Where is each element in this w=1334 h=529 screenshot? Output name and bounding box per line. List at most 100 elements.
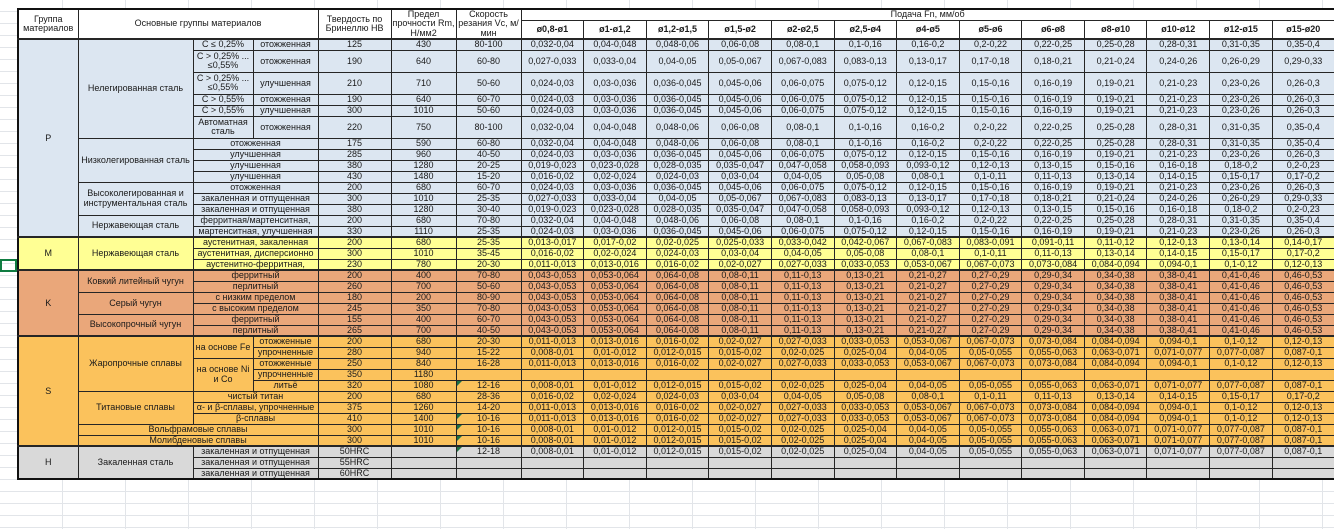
feed-cell[interactable] — [1146, 456, 1211, 469]
vc-cell[interactable]: 25-35 — [455, 192, 522, 205]
feed-cell[interactable]: 0,02-0,025 — [770, 434, 835, 447]
feed-cell[interactable]: 0,016-0,02 — [645, 412, 710, 425]
feed-cell[interactable]: 0,048-0,06 — [645, 115, 710, 139]
state-cell[interactable]: β-сплавы — [192, 412, 319, 425]
hb-cell[interactable]: 300 — [317, 192, 392, 205]
state-cell[interactable]: аустенитная, дисперсионно — [192, 247, 319, 260]
header-feed-col[interactable]: ø4-ø5 — [896, 19, 960, 41]
hb-cell[interactable]: 125 — [317, 38, 392, 51]
feed-cell[interactable]: 0,075-0,12 — [833, 225, 898, 238]
feed-cell[interactable]: 0,083-0,13 — [833, 192, 898, 205]
feed-cell[interactable]: 0,045-0,06 — [708, 71, 772, 95]
feed-cell[interactable]: 0,03-0,036 — [583, 71, 647, 95]
material-cell[interactable]: Высокопрочный чугун — [77, 313, 194, 337]
vc-cell[interactable]: 10-16 — [455, 412, 522, 425]
feed-cell[interactable]: 0,064-0,08 — [645, 324, 710, 337]
group-cell[interactable]: M — [17, 236, 79, 271]
feed-cell[interactable]: 0,015-0,02 — [708, 434, 772, 447]
feed-cell[interactable] — [520, 467, 585, 480]
feed-cell[interactable]: 0,075-0,12 — [833, 71, 898, 95]
feed-cell[interactable]: 0,053-0,064 — [583, 280, 647, 293]
hb-cell[interactable]: 300 — [317, 104, 392, 117]
rm-cell[interactable]: 1010 — [390, 247, 457, 260]
feed-cell[interactable]: 0,033-0,053 — [833, 401, 898, 414]
rm-cell[interactable]: 750 — [390, 115, 457, 139]
feed-cell[interactable]: 0,08-0,11 — [708, 324, 772, 337]
feed-cell[interactable]: 0,12-0,15 — [896, 225, 960, 238]
selected-cell-outline[interactable] — [0, 259, 17, 272]
feed-cell[interactable]: 0,055-0,063 — [1021, 379, 1085, 392]
state-cell[interactable]: закаленная и отпущенная — [192, 445, 319, 458]
feed-cell[interactable]: 0,05-0,055 — [958, 434, 1023, 447]
feed-cell[interactable]: 0,46-0,53 — [1271, 302, 1334, 315]
hb-cell[interactable]: 210 — [317, 71, 392, 95]
vc-cell[interactable]: 20-25 — [455, 159, 522, 172]
header-feed-col[interactable]: ø0,8-ø1 — [520, 19, 585, 41]
vc-cell[interactable]: 10-16 — [455, 434, 522, 447]
state-cell[interactable]: отожженная — [252, 38, 319, 51]
feed-cell[interactable]: 0,13-0,21 — [833, 324, 898, 337]
feed-cell[interactable]: 0,03-0,036 — [583, 148, 647, 161]
hb-cell[interactable]: 285 — [317, 148, 392, 161]
condition-cell[interactable]: C > 0,55% — [192, 93, 254, 106]
state-cell[interactable]: отожженная — [252, 49, 319, 73]
vc-cell[interactable]: 50-60 — [455, 280, 522, 293]
header-feed-col[interactable]: ø6-ø8 — [1021, 19, 1085, 41]
header-feed-col[interactable]: ø5-ø6 — [958, 19, 1023, 41]
feed-cell[interactable]: 0,033-0,053 — [833, 412, 898, 425]
feed-cell[interactable]: 0,011-0,013 — [520, 357, 585, 370]
state-cell[interactable]: улучшенная — [192, 159, 319, 172]
material-cell[interactable]: Нелегированная сталь — [77, 38, 194, 139]
feed-cell[interactable]: 0,01-0,012 — [583, 346, 647, 359]
feed-cell[interactable]: 0,035-0,047 — [708, 159, 772, 172]
feed-cell[interactable]: 0,08-0,1 — [896, 390, 960, 403]
feed-cell[interactable]: 0,22-0,25 — [1021, 137, 1085, 150]
feed-cell[interactable]: 0,027-0,033 — [770, 258, 835, 271]
feed-cell[interactable]: 0,067-0,083 — [770, 49, 835, 73]
feed-cell[interactable]: 0,027-0,033 — [770, 335, 835, 348]
material-cell[interactable]: Жаропрочные сплавы — [77, 335, 194, 392]
feed-cell[interactable] — [896, 467, 960, 480]
state-cell[interactable]: перлитный — [192, 280, 319, 293]
hb-cell[interactable]: 380 — [317, 203, 392, 216]
feed-cell[interactable]: 0,1-0,11 — [958, 390, 1023, 403]
state-cell[interactable]: α- и β-сплавы, упрочненные — [192, 401, 319, 414]
feed-cell[interactable]: 0,058-0,093 — [833, 159, 898, 172]
feed-cell[interactable]: 0,053-0,064 — [583, 313, 647, 326]
feed-cell[interactable]: 0,16-0,2 — [896, 38, 960, 51]
feed-cell[interactable]: 0,15-0,16 — [958, 225, 1023, 238]
condition-cell[interactable]: C > 0,55% — [192, 104, 254, 117]
header-material[interactable]: Основные группы материалов — [77, 8, 319, 40]
header-feed-col[interactable]: ø1,5-ø2 — [708, 19, 772, 41]
feed-cell[interactable]: 0,41-0,46 — [1209, 324, 1273, 337]
feed-cell[interactable]: 0,41-0,46 — [1209, 280, 1273, 293]
feed-cell[interactable]: 0,24-0,26 — [1146, 49, 1211, 73]
feed-cell[interactable]: 0,071-0,077 — [1146, 423, 1211, 436]
feed-cell[interactable]: 0,067-0,073 — [958, 258, 1023, 271]
feed-cell[interactable]: 0,01-0,012 — [583, 423, 647, 436]
feed-cell[interactable] — [1271, 368, 1334, 381]
feed-cell[interactable]: 0,013-0,016 — [583, 412, 647, 425]
feed-cell[interactable]: 0,25-0,28 — [1083, 38, 1148, 51]
feed-cell[interactable]: 0,077-0,087 — [1209, 346, 1273, 359]
feed-cell[interactable]: 0,027-0,033 — [520, 192, 585, 205]
vc-cell[interactable]: 80-100 — [455, 38, 522, 51]
feed-cell[interactable]: 0,055-0,063 — [1021, 434, 1085, 447]
feed-cell[interactable]: 0,063-0,071 — [1083, 445, 1148, 458]
feed-cell[interactable]: 0,053-0,067 — [896, 401, 960, 414]
feed-cell[interactable]: 0,043-0,053 — [520, 302, 585, 315]
feed-cell[interactable]: 0,064-0,08 — [645, 313, 710, 326]
feed-cell[interactable]: 0,032-0,04 — [520, 214, 585, 227]
feed-cell[interactable]: 0,012-0,015 — [645, 346, 710, 359]
feed-cell[interactable]: 0,29-0,34 — [1021, 302, 1085, 315]
feed-cell[interactable]: 0,033-0,053 — [833, 335, 898, 348]
feed-cell[interactable]: 0,075-0,12 — [833, 181, 898, 194]
feed-cell[interactable]: 0,38-0,41 — [1146, 280, 1211, 293]
vc-cell[interactable]: 25-35 — [455, 225, 522, 238]
feed-cell[interactable] — [520, 456, 585, 469]
feed-cell[interactable]: 0,024-0,03 — [520, 181, 585, 194]
hb-cell[interactable]: 180 — [317, 291, 392, 304]
feed-cell[interactable]: 0,043-0,053 — [520, 324, 585, 337]
rm-cell[interactable]: 700 — [390, 324, 457, 337]
rm-cell[interactable]: 400 — [390, 313, 457, 326]
